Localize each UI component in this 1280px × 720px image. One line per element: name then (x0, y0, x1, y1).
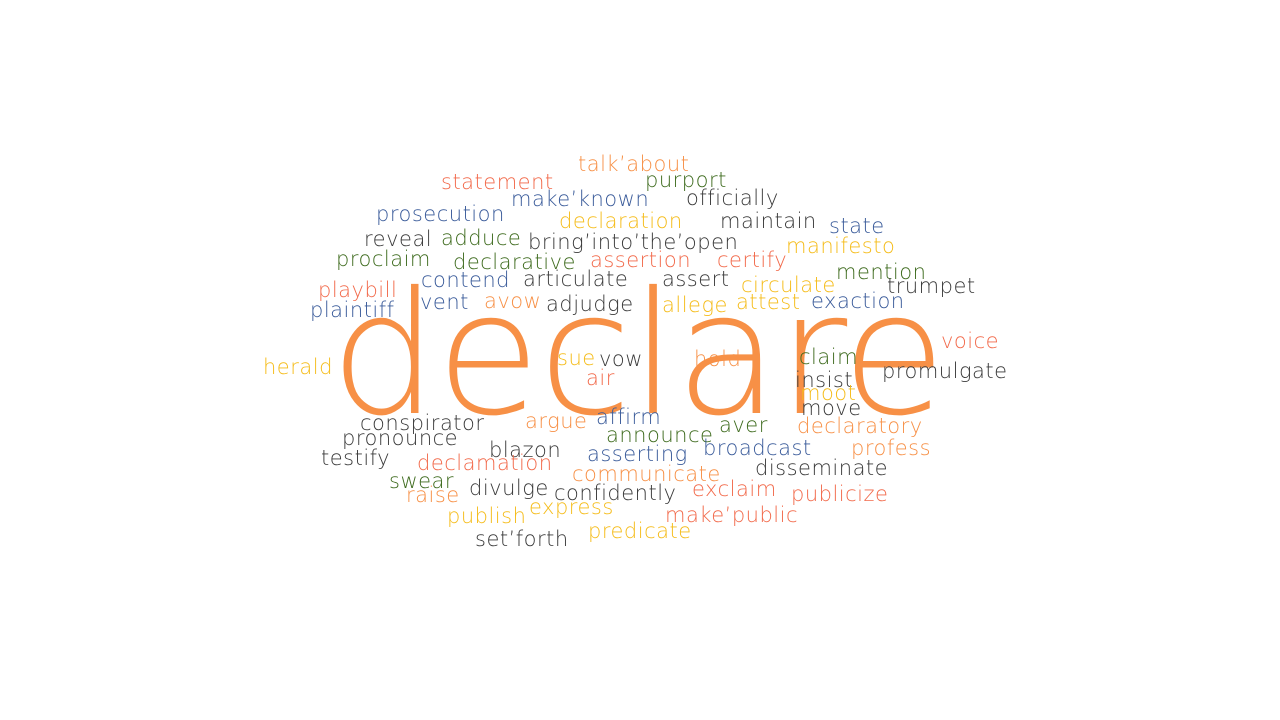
cloud-word: raise (406, 483, 460, 507)
cloud-word: plaintiff (310, 298, 395, 322)
cloud-word: articulate (523, 267, 629, 291)
cloud-word: attest (736, 290, 801, 314)
cloud-word: contend (421, 268, 510, 292)
cloud-word: move (801, 396, 862, 420)
cloud-word: divulge (469, 476, 549, 500)
cloud-word: statement (441, 170, 554, 194)
cloud-word: exaction (811, 289, 905, 313)
cloud-word: vent (420, 290, 469, 314)
cloud-word: allege (662, 293, 728, 317)
cloud-word: aver (719, 413, 768, 437)
cloud-word: officially (686, 186, 779, 210)
cloud-word: declaration (559, 209, 683, 233)
cloud-word: promulgate (882, 359, 1008, 383)
cloud-word: air (586, 366, 615, 390)
cloud-word: maintain (720, 209, 817, 233)
cloud-word: confidently (554, 481, 677, 505)
cloud-word: bring’into’the’open (528, 230, 739, 254)
cloud-word: conspirator (360, 411, 485, 435)
cloud-word: declamation (417, 451, 553, 475)
cloud-word: swear (389, 469, 455, 493)
cloud-word: communicate (572, 462, 721, 486)
cloud-word: publicize (791, 482, 889, 506)
cloud-word: announce (606, 423, 714, 447)
cloud-word: express (529, 495, 614, 519)
cloud-word: predicate (588, 519, 692, 543)
cloud-word: assert (662, 267, 730, 291)
cloud-word: mention (836, 260, 927, 284)
cloud-word: trumpet (887, 274, 976, 298)
cloud-word: pronounce (342, 426, 459, 450)
cloud-word: playbill (318, 278, 398, 302)
cloud-word: insist (795, 368, 854, 392)
cloud-word: purport (645, 168, 727, 192)
cloud-word: adjudge (546, 292, 634, 316)
cloud-word: declarative (453, 250, 576, 274)
cloud-word: claim (799, 345, 859, 369)
cloud-word: affirm (596, 405, 662, 429)
main-word: declare (330, 256, 946, 454)
cloud-word: declaratory (797, 414, 923, 438)
cloud-word: argue (525, 409, 588, 433)
cloud-word: state (829, 214, 885, 238)
cloud-word: voice (941, 329, 1000, 353)
cloud-word: talk’about (578, 152, 690, 176)
cloud-word: vow (599, 347, 643, 371)
cloud-word: circulate (741, 273, 836, 297)
cloud-word: assertion (590, 248, 692, 272)
cloud-word: moot (800, 381, 857, 405)
cloud-word: sue (557, 346, 596, 370)
cloud-word: publish (447, 504, 527, 528)
cloud-word: profess (851, 436, 932, 460)
cloud-word: exclaim (692, 477, 777, 501)
cloud-word: testify (321, 446, 391, 470)
cloud-word: set’forth (475, 527, 569, 551)
cloud-word: blazon (489, 438, 562, 462)
cloud-word: adduce (441, 226, 522, 250)
cloud-word: reveal (364, 227, 433, 251)
cloud-word: make’public (665, 503, 799, 527)
cloud-word: prosecution (376, 202, 505, 226)
cloud-word: proclaim (336, 247, 431, 271)
cloud-word: asserting (587, 442, 688, 466)
cloud-word: make’known (511, 187, 650, 211)
cloud-word: manifesto (786, 234, 896, 258)
cloud-word: broadcast (703, 436, 812, 460)
cloud-word: hold (694, 347, 742, 371)
cloud-word: disseminate (755, 456, 889, 480)
cloud-word: herald (263, 355, 333, 379)
cloud-word: avow (484, 289, 542, 313)
cloud-word: certify (717, 248, 788, 272)
